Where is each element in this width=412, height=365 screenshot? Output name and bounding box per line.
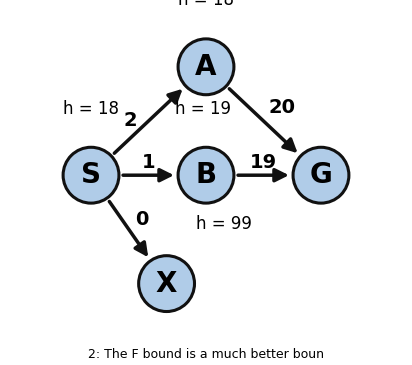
Text: 2: 2 <box>124 111 137 131</box>
Text: h = 19: h = 19 <box>175 100 231 118</box>
Text: 0: 0 <box>135 210 149 229</box>
Text: G: G <box>309 161 332 189</box>
Text: 19: 19 <box>250 153 277 172</box>
Text: S: S <box>81 161 101 189</box>
Text: 2: The F bound is a much better boun: 2: The F bound is a much better boun <box>88 348 324 361</box>
Circle shape <box>293 147 349 203</box>
Text: A: A <box>195 53 217 81</box>
Circle shape <box>63 147 119 203</box>
Text: B: B <box>195 161 217 189</box>
Text: h = 99: h = 99 <box>196 215 252 233</box>
Text: X: X <box>156 270 177 297</box>
Text: h = 18: h = 18 <box>63 100 119 118</box>
Circle shape <box>178 147 234 203</box>
Text: h = 18: h = 18 <box>178 0 234 9</box>
Text: 20: 20 <box>268 98 295 118</box>
Circle shape <box>139 255 194 311</box>
Circle shape <box>178 39 234 95</box>
Text: 1: 1 <box>142 153 155 172</box>
